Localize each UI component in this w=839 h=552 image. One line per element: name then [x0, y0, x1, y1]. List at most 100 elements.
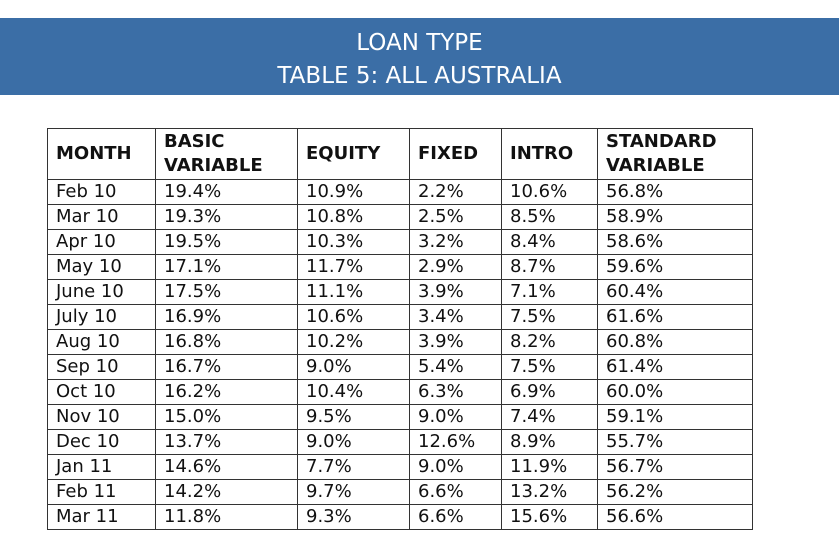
value-cell: 59.6%	[597, 254, 753, 280]
value-cell: 10.3%	[297, 229, 410, 255]
value-cell: 9.0%	[297, 429, 410, 455]
table-row: Jan 11 14.6% 7.7% 9.0% 11.9% 56.7%	[47, 454, 753, 480]
value-cell: 8.7%	[501, 254, 598, 280]
value-cell: 9.0%	[409, 404, 502, 430]
value-cell: 56.2%	[597, 479, 753, 505]
banner: LOAN TYPE TABLE 5: ALL AUSTRALIA	[0, 18, 839, 95]
table-row: Mar 11 11.8% 9.3% 6.6% 15.6% 56.6%	[47, 504, 753, 530]
value-cell: 8.5%	[501, 204, 598, 230]
column-header: BASIC VARIABLE	[155, 128, 298, 180]
value-cell: 12.6%	[409, 429, 502, 455]
value-cell: 2.9%	[409, 254, 502, 280]
table-row: Mar 10 19.3% 10.8% 2.5% 8.5% 58.9%	[47, 204, 753, 230]
value-cell: 19.4%	[155, 179, 298, 205]
table-row: Aug 10 16.8% 10.2% 3.9% 8.2% 60.8%	[47, 329, 753, 355]
value-cell: 19.3%	[155, 204, 298, 230]
value-cell: 14.6%	[155, 454, 298, 480]
value-cell: 16.7%	[155, 354, 298, 380]
column-header: EQUITY	[297, 128, 410, 180]
month-cell: Aug 10	[47, 329, 156, 355]
table-row: Nov 10 15.0% 9.5% 9.0% 7.4% 59.1%	[47, 404, 753, 430]
value-cell: 11.9%	[501, 454, 598, 480]
month-cell: Oct 10	[47, 379, 156, 405]
value-cell: 2.5%	[409, 204, 502, 230]
month-cell: Feb 10	[47, 179, 156, 205]
value-cell: 9.0%	[297, 354, 410, 380]
month-cell: June 10	[47, 279, 156, 305]
value-cell: 17.5%	[155, 279, 298, 305]
value-cell: 56.6%	[597, 504, 753, 530]
value-cell: 11.8%	[155, 504, 298, 530]
value-cell: 56.7%	[597, 454, 753, 480]
value-cell: 6.9%	[501, 379, 598, 405]
value-cell: 19.5%	[155, 229, 298, 255]
month-cell: Feb 11	[47, 479, 156, 505]
value-cell: 13.7%	[155, 429, 298, 455]
value-cell: 9.7%	[297, 479, 410, 505]
value-cell: 15.0%	[155, 404, 298, 430]
value-cell: 11.1%	[297, 279, 410, 305]
value-cell: 7.4%	[501, 404, 598, 430]
column-header: STANDARD VARIABLE	[597, 128, 753, 180]
table-row: July 10 16.9% 10.6% 3.4% 7.5% 61.6%	[47, 304, 753, 330]
month-cell: Mar 11	[47, 504, 156, 530]
header-row: MONTH BASIC VARIABLE EQUITY FIXED INTRO STAND…	[47, 128, 753, 180]
value-cell: 61.4%	[597, 354, 753, 380]
month-cell: July 10	[47, 304, 156, 330]
value-cell: 6.6%	[409, 479, 502, 505]
loan-table: MONTH BASIC VARIABLE EQUITY FIXED INTRO STAND…	[47, 128, 753, 530]
value-cell: 55.7%	[597, 429, 753, 455]
value-cell: 10.6%	[501, 179, 598, 205]
table-row: May 10 17.1% 11.7% 2.9% 8.7% 59.6%	[47, 254, 753, 280]
value-cell: 58.9%	[597, 204, 753, 230]
month-cell: Jan 11	[47, 454, 156, 480]
value-cell: 60.0%	[597, 379, 753, 405]
value-cell: 10.8%	[297, 204, 410, 230]
column-header: MONTH	[47, 128, 156, 180]
value-cell: 2.2%	[409, 179, 502, 205]
value-cell: 8.4%	[501, 229, 598, 255]
column-header: FIXED	[409, 128, 502, 180]
column-header: INTRO	[501, 128, 598, 180]
value-cell: 8.9%	[501, 429, 598, 455]
value-cell: 13.2%	[501, 479, 598, 505]
value-cell: 58.6%	[597, 229, 753, 255]
value-cell: 9.3%	[297, 504, 410, 530]
table-row: June 10 17.5% 11.1% 3.9% 7.1% 60.4%	[47, 279, 753, 305]
value-cell: 14.2%	[155, 479, 298, 505]
table-row: Dec 10 13.7% 9.0% 12.6% 8.9% 55.7%	[47, 429, 753, 455]
value-cell: 3.9%	[409, 279, 502, 305]
table-body: Feb 10 19.4% 10.9% 2.2% 10.6% 56.8% Mar 10 19.3…	[47, 179, 753, 530]
value-cell: 16.8%	[155, 329, 298, 355]
value-cell: 10.6%	[297, 304, 410, 330]
value-cell: 8.2%	[501, 329, 598, 355]
table-row: Feb 10 19.4% 10.9% 2.2% 10.6% 56.8%	[47, 179, 753, 205]
title-line: LOAN TYPE	[356, 30, 483, 56]
value-cell: 7.5%	[501, 304, 598, 330]
value-cell: 11.7%	[297, 254, 410, 280]
month-cell: Mar 10	[47, 204, 156, 230]
table-row: Sep 10 16.7% 9.0% 5.4% 7.5% 61.4%	[47, 354, 753, 380]
value-cell: 10.2%	[297, 329, 410, 355]
value-cell: 16.9%	[155, 304, 298, 330]
value-cell: 61.6%	[597, 304, 753, 330]
value-cell: 16.2%	[155, 379, 298, 405]
value-cell: 6.3%	[409, 379, 502, 405]
value-cell: 60.4%	[597, 279, 753, 305]
value-cell: 3.4%	[409, 304, 502, 330]
table-row: Feb 11 14.2% 9.7% 6.6% 13.2% 56.2%	[47, 479, 753, 505]
month-cell: Apr 10	[47, 229, 156, 255]
value-cell: 5.4%	[409, 354, 502, 380]
value-cell: 9.0%	[409, 454, 502, 480]
value-cell: 7.1%	[501, 279, 598, 305]
value-cell: 3.9%	[409, 329, 502, 355]
value-cell: 7.5%	[501, 354, 598, 380]
value-cell: 7.7%	[297, 454, 410, 480]
value-cell: 10.4%	[297, 379, 410, 405]
value-cell: 9.5%	[297, 404, 410, 430]
table-row: Apr 10 19.5% 10.3% 3.2% 8.4% 58.6%	[47, 229, 753, 255]
value-cell: 10.9%	[297, 179, 410, 205]
title-line: TABLE 5: ALL AUSTRALIA	[277, 63, 562, 89]
month-cell: Dec 10	[47, 429, 156, 455]
